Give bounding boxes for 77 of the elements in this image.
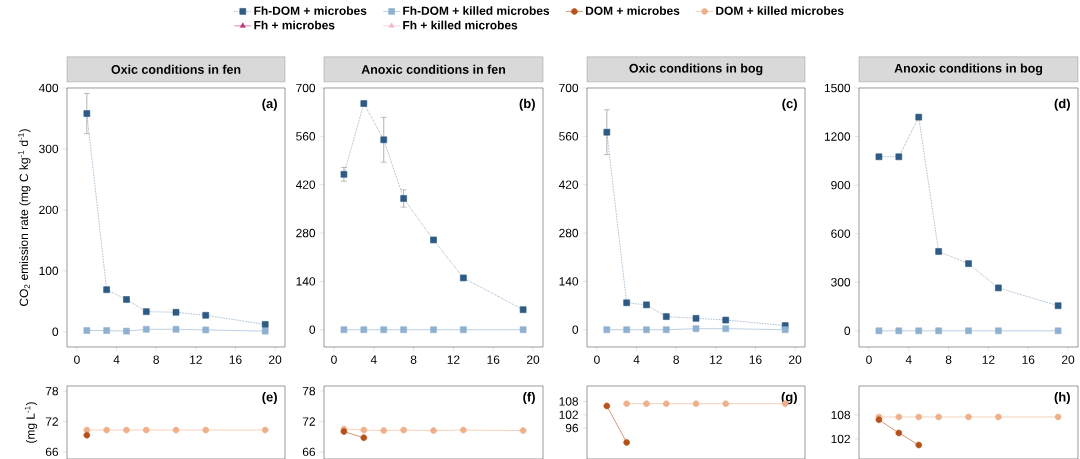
legend-label: Fh-DOM + killed microbes bbox=[403, 6, 550, 15]
y-tick-label: 560 bbox=[296, 132, 316, 141]
y-tick-label: 200 bbox=[39, 205, 59, 215]
chart-title: Oxic conditions in fen bbox=[111, 64, 241, 74]
y-tick-label: 140 bbox=[296, 277, 316, 286]
chart-title: Anoxic conditions in fen bbox=[361, 64, 506, 74]
x-tick-label: 20 bbox=[527, 355, 540, 364]
y-tick-label: 102 bbox=[831, 434, 850, 444]
legend-label: Fh-DOM + microbes bbox=[254, 6, 367, 15]
x-tick-label: 0 bbox=[594, 355, 600, 364]
y-tick-label: 0 bbox=[844, 326, 851, 336]
y-tick-label: 420 bbox=[295, 180, 316, 189]
y-tick-label: 1500 bbox=[824, 83, 851, 93]
annotation: (c) bbox=[782, 98, 797, 111]
x-tick-label: 16 bbox=[487, 355, 500, 364]
annotation: (b) bbox=[519, 98, 535, 111]
y-tick-label: 0 bbox=[52, 327, 59, 336]
y-tick-label: 140 bbox=[559, 277, 579, 286]
y-axis-title: (mg L$^{-1}$) bbox=[24, 402, 38, 443]
y-tick-label: 72 bbox=[45, 417, 58, 426]
chart-title: Anoxic conditions in bog bbox=[894, 63, 1043, 76]
x-tick-label: 0 bbox=[74, 355, 80, 364]
legend-label: Fh + microbes bbox=[254, 20, 335, 30]
x-tick-label: 8 bbox=[945, 355, 952, 364]
x-tick-label: 12 bbox=[447, 355, 460, 364]
y-tick-label: 1200 bbox=[824, 132, 851, 141]
y-tick-label: 400 bbox=[38, 83, 59, 93]
x-tick-label: 20 bbox=[789, 355, 802, 364]
x-tick-label: 20 bbox=[1062, 355, 1075, 364]
x-tick-label: 4 bbox=[633, 355, 640, 364]
y-tick-label: 300 bbox=[39, 144, 59, 154]
y-tick-label: 96 bbox=[565, 423, 579, 433]
x-tick-label: 16 bbox=[749, 355, 762, 364]
x-tick-label: 4 bbox=[113, 355, 120, 364]
y-tick-label: 0 bbox=[572, 325, 579, 334]
y-axis-title: CO$_{2}$ emission rate (mg C kg$^{-1}$ d$^{-1}$) bbox=[18, 129, 31, 306]
x-tick-label: 12 bbox=[710, 355, 722, 364]
x-tick-label: 4 bbox=[370, 355, 377, 364]
annotation: (f) bbox=[523, 391, 535, 405]
legend-label: DOM + microbes bbox=[585, 6, 680, 15]
y-tick-label: 700 bbox=[559, 83, 579, 93]
y-tick-label: 66 bbox=[302, 447, 316, 457]
y-tick-label: 300 bbox=[831, 278, 851, 287]
x-tick-label: 8 bbox=[673, 355, 679, 364]
y-tick-label: 102 bbox=[559, 410, 578, 419]
y-tick-label: 78 bbox=[302, 386, 316, 396]
y-tick-label: 78 bbox=[45, 386, 59, 396]
y-tick-label: 560 bbox=[559, 132, 579, 141]
y-tick-label: 66 bbox=[45, 447, 59, 457]
annotation: (e) bbox=[262, 391, 277, 405]
y-tick-label: 100 bbox=[39, 266, 59, 276]
legend-label: DOM + killed microbes bbox=[716, 6, 844, 15]
x-tick-label: 16 bbox=[229, 355, 242, 364]
x-tick-label: 16 bbox=[1022, 355, 1035, 364]
y-tick-label: 420 bbox=[558, 180, 579, 189]
x-tick-label: 12 bbox=[982, 355, 995, 364]
y-tick-label: 600 bbox=[831, 229, 851, 238]
y-tick-label: 108 bbox=[831, 410, 851, 420]
chart-title: Oxic conditions in bog bbox=[629, 63, 763, 76]
annotation: (d) bbox=[1054, 98, 1070, 111]
x-tick-label: 12 bbox=[190, 355, 202, 364]
y-tick-label: 0 bbox=[309, 325, 316, 334]
x-tick-label: 4 bbox=[905, 355, 912, 364]
y-tick-label: 900 bbox=[831, 180, 851, 190]
annotation: (a) bbox=[262, 98, 277, 111]
x-tick-label: 8 bbox=[410, 355, 417, 364]
y-tick-label: 700 bbox=[296, 83, 316, 93]
annotation: (h) bbox=[1054, 391, 1070, 405]
x-tick-label: 8 bbox=[153, 355, 159, 364]
x-tick-label: 0 bbox=[331, 355, 337, 364]
y-tick-label: 280 bbox=[559, 228, 579, 238]
x-tick-label: 20 bbox=[269, 355, 282, 364]
y-tick-label: 108 bbox=[559, 397, 579, 406]
x-tick-label: 0 bbox=[866, 355, 872, 364]
legend-label: Fh + killed microbes bbox=[403, 20, 518, 30]
y-tick-label: 72 bbox=[302, 417, 315, 426]
y-tick-label: 280 bbox=[296, 228, 316, 238]
